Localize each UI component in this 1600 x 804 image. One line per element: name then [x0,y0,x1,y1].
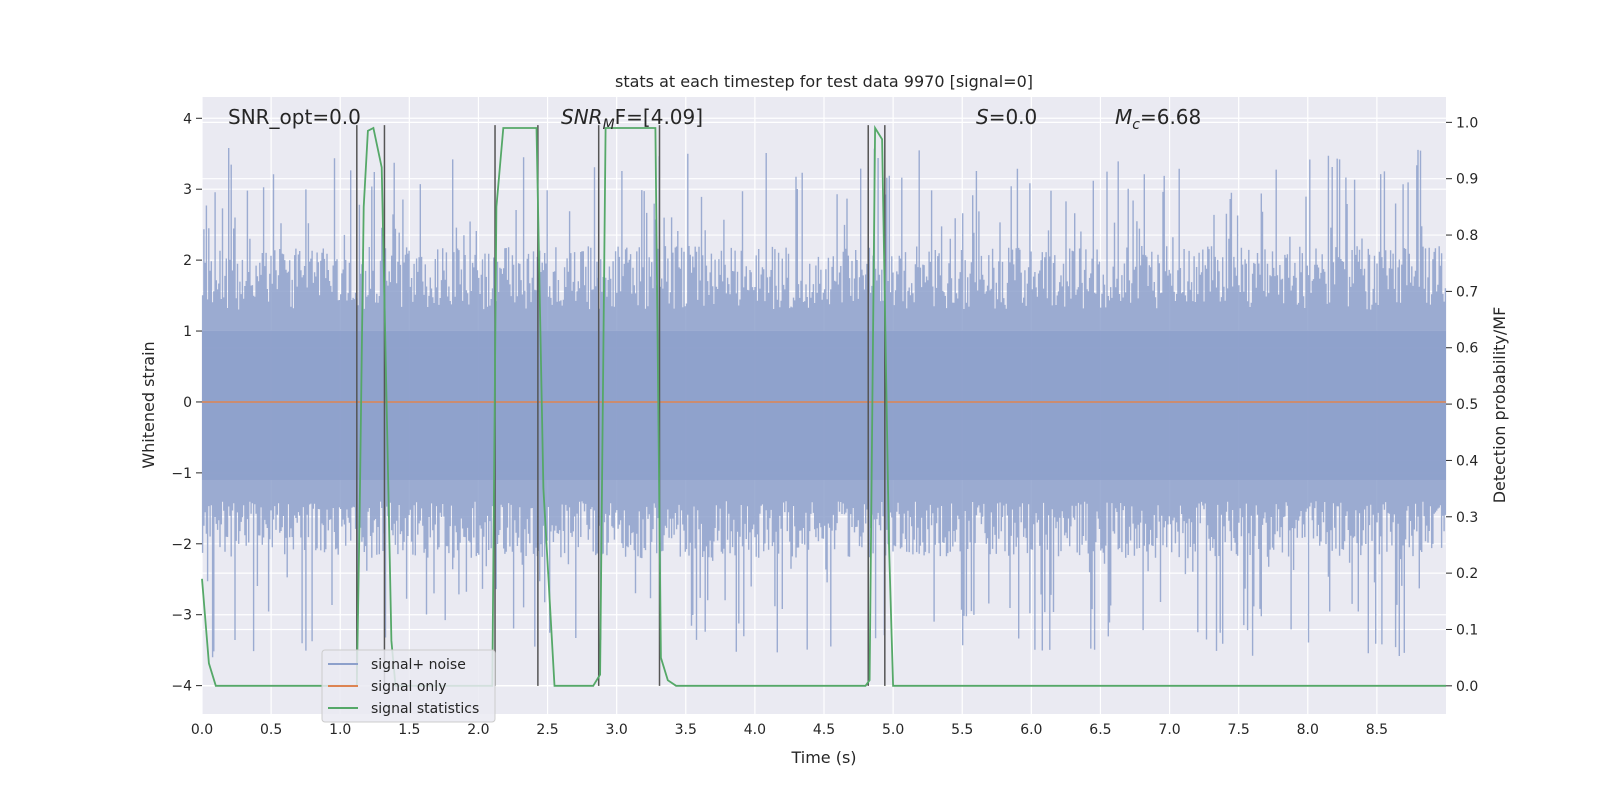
x-tick-label: 5.0 [882,722,904,738]
y-axis-label-right: Detection probability/MF [1490,307,1509,504]
y-tick-label-left: 0 [183,395,192,411]
x-tick-label: 2.5 [536,722,558,738]
chart-title: stats at each timestep for test data 997… [615,72,1033,91]
y-axis-label-left: Whitened strain [139,341,158,468]
y-tick-label-right: 0.2 [1456,566,1478,582]
y-tick-label-right: 0.4 [1456,453,1478,469]
annotation-mc-subscript: c [1132,117,1140,133]
tick-labels: 0.0 0.5 1.0 1.5 2.0 2.5 3.0 3.5 4.0 4.5 5.0 5.5 6.0 6… [171,111,1478,738]
x-tick-label: 6.5 [1089,722,1111,738]
x-tick-label: 3.0 [606,722,628,738]
x-tick-label: 6.0 [1020,722,1042,738]
y-tick-label-left: 1 [183,324,192,340]
legend: signal+ noise signal only signal statist… [321,649,496,723]
x-tick-label: 0.5 [260,722,282,738]
x-tick-label: 2.0 [467,722,489,738]
y-tick-label-right: 0.5 [1456,397,1478,413]
signal-noise-core [202,331,1446,480]
legend-label-signal-noise: signal+ noise [371,657,466,673]
x-tick-label: 7.5 [1228,722,1250,738]
annotation-snr-mf: SNRMF=[4.09] [561,105,703,133]
x-tick-label: 8.5 [1366,722,1388,738]
x-tick-label: 7.0 [1158,722,1180,738]
annotation-snr-mf-value: F=[4.09] [615,105,703,129]
x-tick-label: 1.5 [398,722,420,738]
y-tick-label-right: 0.9 [1456,172,1478,188]
annotation-snr-opt: SNR_opt=0.0 [228,105,361,129]
annotation-snr-mf-subscript: M [603,117,615,133]
annotation-s-value: =0.0 [989,105,1038,129]
x-tick-label: 4.0 [744,722,766,738]
signal-statistics-line [201,124,1446,687]
annotation-s: S=0.0 [976,105,1037,129]
signal-noise-series [201,148,1447,658]
x-axis-label: Time (s) [790,748,856,767]
x-tick-label: 8.0 [1297,722,1319,738]
y-tick-label-right: 1.0 [1456,115,1478,131]
x-tick-label: 3.5 [675,722,697,738]
y-tick-label-right: 0.3 [1456,510,1478,526]
annotation-snr-mf-symbol: SNR [561,105,603,129]
legend-box [321,649,496,723]
y-tick-label-left: 4 [183,111,192,127]
y-tick-label-left: −4 [171,679,192,695]
y-tick-label-left: 3 [183,182,192,198]
x-tick-label: 0.0 [191,722,213,738]
y-tick-label-left: 2 [183,253,192,269]
x-tick-label: 5.5 [951,722,973,738]
y-tick-label-right: 0.7 [1456,284,1478,300]
annotation-mc-symbol: M [1115,105,1132,129]
x-tick-label: 1.0 [329,722,351,738]
x-tick-label: 4.5 [813,722,835,738]
annotation-mc-value: =6.68 [1140,105,1201,129]
annotation-s-symbol: S [976,105,989,129]
y-tick-label-right: 0.8 [1456,228,1478,244]
y-tick-label-left: −1 [171,466,192,482]
annotation-mc: Mc=6.68 [1115,105,1201,133]
legend-label-signal-statistics: signal statistics [371,701,479,717]
y-tick-label-left: −2 [171,537,192,553]
y-tick-label-right: 0.1 [1456,622,1478,638]
y-tick-label-right: 0.0 [1456,679,1478,695]
y-tick-label-right: 0.6 [1456,341,1478,357]
legend-label-signal-only: signal only [371,679,446,695]
y-tick-label-left: −3 [171,608,192,624]
